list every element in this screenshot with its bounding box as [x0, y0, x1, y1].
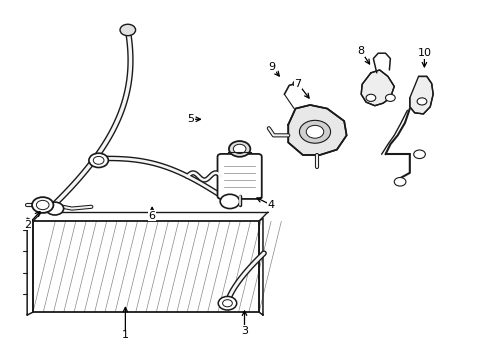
- FancyBboxPatch shape: [217, 154, 261, 199]
- Circle shape: [93, 157, 104, 164]
- Text: 6: 6: [148, 211, 155, 221]
- Circle shape: [220, 194, 239, 208]
- Circle shape: [222, 300, 232, 307]
- Circle shape: [32, 197, 53, 213]
- Text: 3: 3: [241, 326, 247, 336]
- Text: 1: 1: [122, 330, 129, 341]
- Polygon shape: [287, 105, 346, 155]
- Text: 9: 9: [268, 63, 275, 72]
- Circle shape: [120, 24, 135, 36]
- Circle shape: [366, 94, 375, 102]
- Polygon shape: [361, 70, 393, 106]
- Circle shape: [413, 150, 425, 158]
- Text: 4: 4: [267, 200, 274, 210]
- Circle shape: [89, 153, 108, 167]
- Circle shape: [299, 120, 330, 143]
- Circle shape: [228, 141, 250, 157]
- Text: 5: 5: [187, 114, 194, 124]
- Circle shape: [416, 98, 426, 105]
- Text: 10: 10: [417, 48, 430, 58]
- Polygon shape: [409, 76, 432, 114]
- Circle shape: [305, 125, 323, 138]
- Text: 2: 2: [24, 220, 32, 230]
- Text: 7: 7: [294, 78, 301, 89]
- Text: 8: 8: [357, 46, 364, 57]
- Circle shape: [233, 144, 245, 154]
- Circle shape: [218, 296, 236, 310]
- Circle shape: [46, 202, 63, 215]
- Circle shape: [385, 94, 394, 102]
- Circle shape: [393, 177, 405, 186]
- Circle shape: [36, 201, 49, 210]
- Circle shape: [292, 81, 300, 86]
